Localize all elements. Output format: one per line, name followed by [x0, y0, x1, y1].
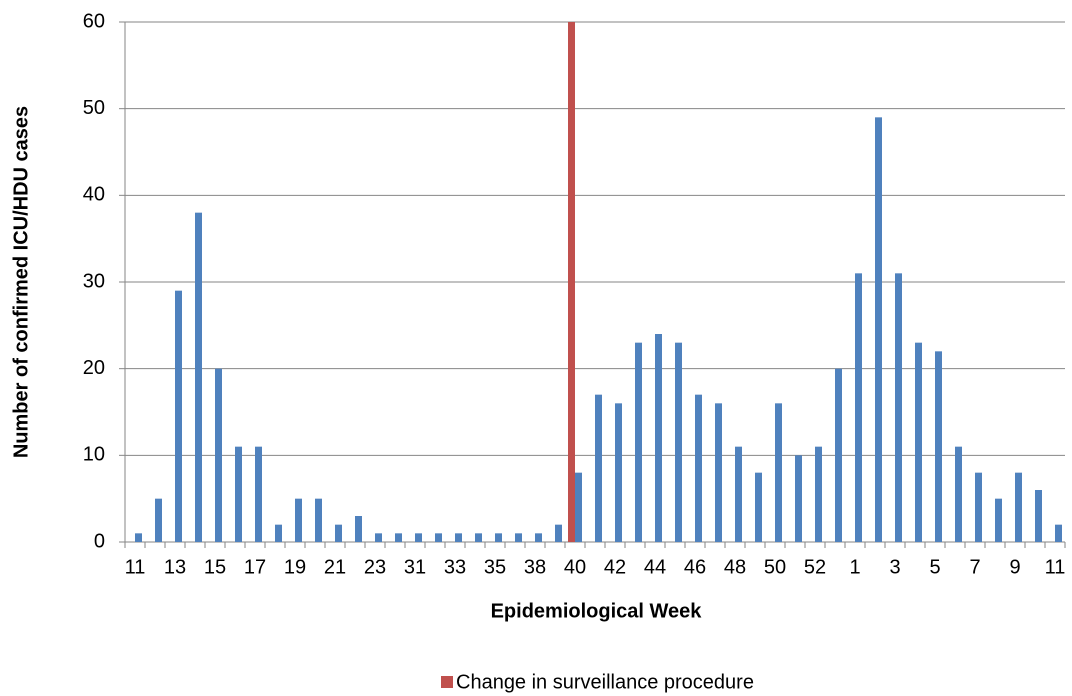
bar — [715, 403, 722, 542]
bar — [415, 533, 422, 542]
legend-label: Change in surveillance procedure — [456, 671, 754, 693]
bar — [595, 394, 602, 542]
y-tick-label: 0 — [94, 530, 105, 552]
bar — [295, 498, 302, 542]
bar — [135, 533, 142, 542]
bar — [355, 516, 362, 542]
bar — [915, 342, 922, 542]
x-tick-label: 38 — [524, 556, 546, 578]
bar — [395, 533, 402, 542]
y-tick-label: 20 — [83, 357, 105, 379]
bar — [195, 212, 202, 542]
y-axis-title: Number of confirmed ICU/HDU cases — [10, 106, 32, 458]
bar — [175, 290, 182, 542]
bar — [335, 524, 342, 542]
bar — [895, 273, 902, 542]
bar — [735, 446, 742, 542]
y-tick-label: 40 — [83, 184, 105, 206]
bar — [835, 368, 842, 542]
bar — [675, 342, 682, 542]
legend-swatch — [441, 676, 453, 688]
bar — [1015, 472, 1022, 542]
x-tick-label: 3 — [889, 556, 900, 578]
x-tick-label: 44 — [644, 556, 666, 578]
x-tick-label: 1 — [849, 556, 860, 578]
y-tick-label: 30 — [83, 270, 105, 292]
bar — [315, 498, 322, 542]
x-tick-label: 5 — [929, 556, 940, 578]
bar — [695, 394, 702, 542]
x-tick-label: 23 — [364, 556, 386, 578]
bar — [495, 533, 502, 542]
bar — [435, 533, 442, 542]
bar — [795, 455, 802, 542]
x-axis-title: Epidemiological Week — [491, 600, 703, 622]
bar — [455, 533, 462, 542]
x-tick-label: 50 — [764, 556, 786, 578]
x-tick-label: 40 — [564, 556, 586, 578]
bar — [235, 446, 242, 542]
bar — [955, 446, 962, 542]
bar — [815, 446, 822, 542]
bar — [255, 446, 262, 542]
x-tick-label: 42 — [604, 556, 626, 578]
bar — [1035, 490, 1042, 542]
bar — [635, 342, 642, 542]
bar — [475, 533, 482, 542]
bar — [1055, 524, 1062, 542]
y-tick-label: 50 — [83, 97, 105, 119]
x-tick-label: 21 — [324, 556, 346, 578]
bar — [555, 524, 562, 542]
x-tick-label: 7 — [969, 556, 980, 578]
x-tick-label: 35 — [484, 556, 506, 578]
bar — [755, 472, 762, 542]
x-tick-label: 52 — [804, 556, 826, 578]
bar — [375, 533, 382, 542]
bar — [275, 524, 282, 542]
x-tick-label: 46 — [684, 556, 706, 578]
x-tick-label: 17 — [244, 556, 266, 578]
y-tick-label: 60 — [83, 10, 105, 32]
x-tick-label: 31 — [404, 556, 426, 578]
bar — [215, 368, 222, 542]
bar — [975, 472, 982, 542]
x-tick-label: 11 — [125, 556, 146, 578]
x-tick-label: 11 — [1045, 556, 1066, 578]
bar — [568, 22, 575, 542]
bar — [995, 498, 1002, 542]
x-tick-label: 33 — [444, 556, 466, 578]
x-tick-label: 15 — [204, 556, 226, 578]
bar — [515, 533, 522, 542]
bar — [535, 533, 542, 542]
bar — [875, 117, 882, 542]
bar — [935, 351, 942, 542]
bar — [155, 498, 162, 542]
bar — [575, 472, 582, 542]
x-tick-label: 48 — [724, 556, 746, 578]
bar — [775, 403, 782, 542]
bar — [855, 273, 862, 542]
bar — [615, 403, 622, 542]
bar — [655, 334, 662, 542]
x-tick-label: 13 — [164, 556, 186, 578]
x-tick-label: 9 — [1009, 556, 1020, 578]
y-tick-label: 10 — [83, 444, 105, 466]
x-tick-label: 19 — [284, 556, 306, 578]
